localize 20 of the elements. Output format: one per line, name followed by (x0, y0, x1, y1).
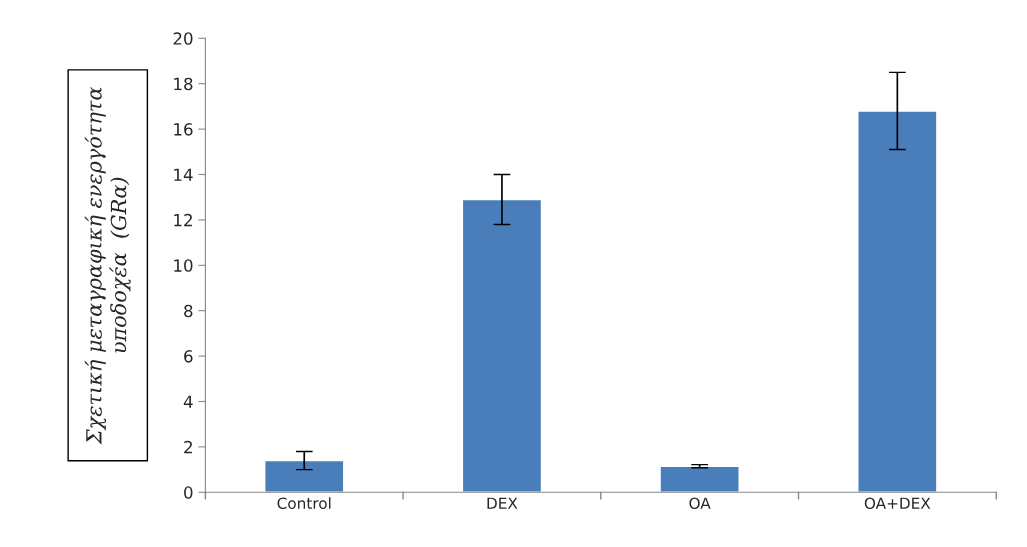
bar (659, 465, 740, 493)
y-axis-title: Σχετική μεταγραφική ενεργότητα υποδοχέα (GRα) (84, 86, 131, 445)
y-tick-label: 18 (174, 77, 193, 91)
bar (857, 110, 938, 493)
y-tick-label: 2 (184, 440, 192, 454)
y-tick-label: 4 (183, 395, 193, 408)
y-tick-label: 14 (174, 168, 193, 181)
bar (264, 459, 345, 493)
y-tick-label: 12 (174, 213, 192, 227)
y-tick-label: 16 (174, 123, 193, 136)
y-tick-label: 8 (184, 304, 193, 318)
y-tick-label: 20 (173, 32, 193, 45)
bar (461, 198, 543, 493)
y-tick-label: 6 (184, 350, 193, 363)
x-tick-label: OA+DEX (864, 497, 931, 509)
x-tick-label: Control (277, 497, 331, 509)
x-tick-label: DEX (487, 497, 518, 509)
x-tick-label: OA (689, 497, 711, 509)
y-tick-label: 0 (184, 486, 193, 499)
y-tick-label: 10 (174, 259, 193, 272)
